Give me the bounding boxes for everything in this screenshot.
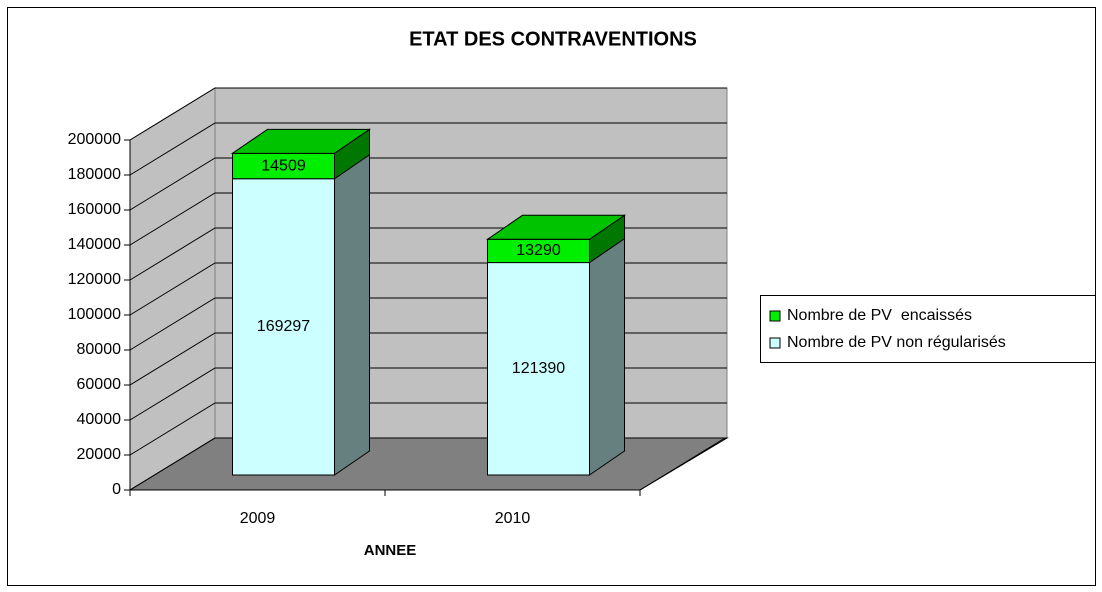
bar-segment: 13290 — [485, 214, 627, 264]
y-tick-label: 20000 — [77, 446, 122, 463]
legend-label: Nombre de PV encaissés — [787, 307, 972, 324]
bar-segment: 169297 — [232, 153, 370, 476]
grid-line — [129, 157, 727, 211]
grid-line — [129, 192, 727, 246]
legend-swatch — [769, 310, 781, 322]
x-axis-depth — [639, 437, 726, 491]
y-tick-label: 120000 — [68, 271, 121, 288]
y-tick-label: 140000 — [68, 236, 121, 253]
x-tick-label: 2010 — [495, 510, 531, 527]
bar-side — [589, 237, 625, 476]
data-label: 121390 — [512, 360, 565, 377]
y-tick-label: 160000 — [68, 201, 121, 218]
y-tick-label: 60000 — [77, 376, 122, 393]
chart-title: ETAT DES CONTRAVENTIONS — [409, 28, 697, 50]
grid-line — [129, 122, 727, 176]
x-tick-label: 2009 — [240, 510, 276, 527]
legend: Nombre de PV encaissés Nombre de PV non r… — [760, 295, 1096, 363]
y-tick-label: 180000 — [68, 166, 121, 183]
bar-segment: 14509 — [230, 128, 372, 180]
legend-box — [760, 295, 1096, 363]
plot-area: 0 20000 40000 60000 80000 100000 120000 140000 1… — [68, 87, 729, 527]
data-label: 14509 — [261, 157, 306, 174]
data-label: 169297 — [257, 318, 310, 335]
bar-top — [485, 214, 627, 240]
grid-line — [129, 87, 727, 141]
bar-front — [232, 178, 335, 476]
x-axis-title: ANNEE — [364, 542, 417, 559]
legend-label: Nombre de PV non régularisés — [787, 334, 1006, 351]
y-tick-label: 100000 — [68, 306, 121, 323]
y-tick-label: 80000 — [77, 341, 122, 358]
y-tick-label: 40000 — [77, 411, 122, 428]
bar-top — [230, 128, 372, 154]
y-tick-label: 200000 — [68, 131, 121, 148]
bar-segment: 121390 — [487, 237, 625, 476]
y-tick-label: 0 — [112, 481, 121, 498]
bar-side — [334, 153, 370, 476]
data-label: 13290 — [516, 242, 561, 259]
bar-front — [487, 262, 590, 476]
legend-swatch — [769, 337, 781, 349]
floor — [128, 437, 729, 491]
